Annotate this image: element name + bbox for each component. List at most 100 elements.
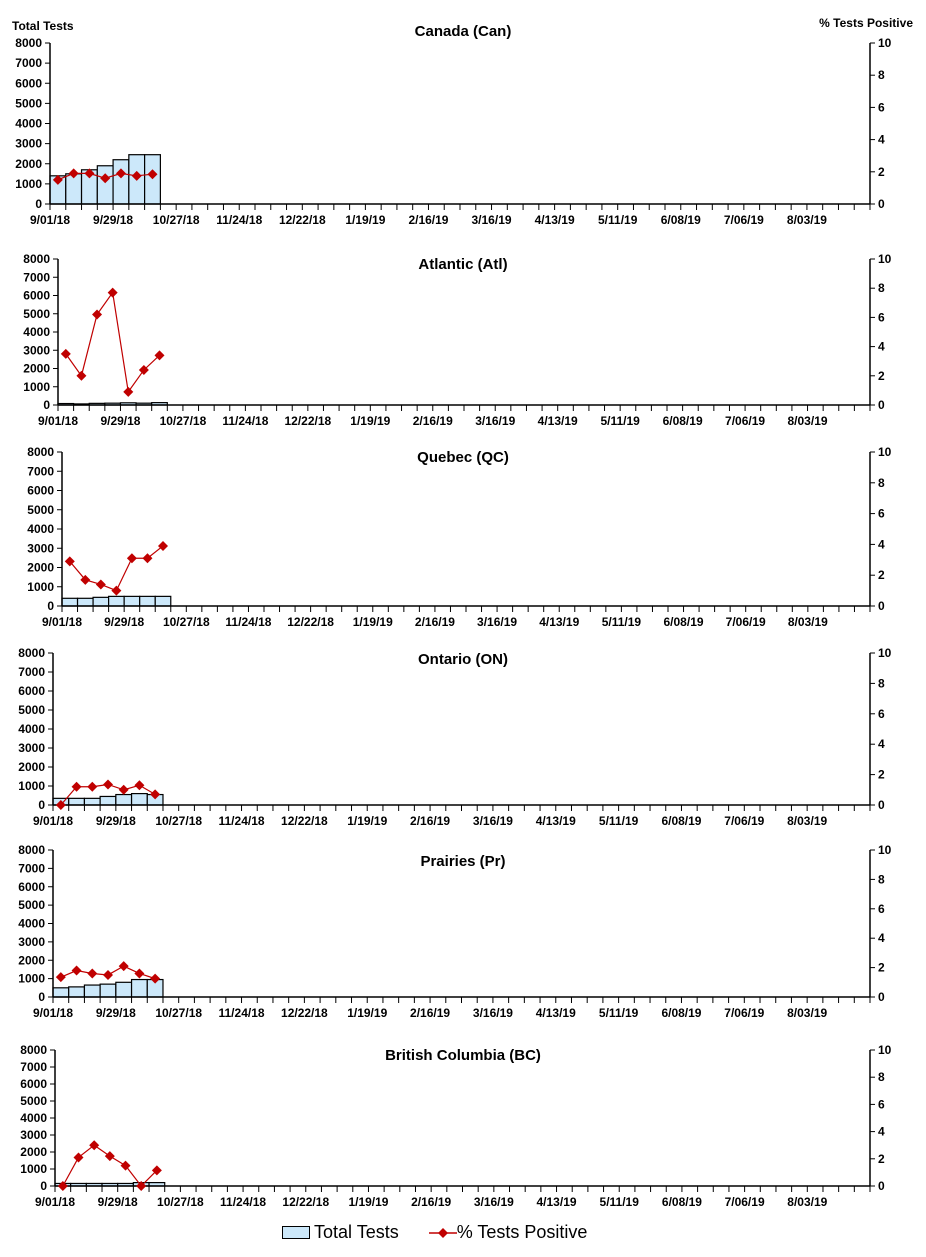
x-tick-label: 7/06/19 bbox=[724, 1006, 764, 1020]
legend-item-pct-positive: % Tests Positive bbox=[428, 1222, 587, 1243]
y-tick-label: 5000 bbox=[27, 503, 54, 517]
y-tick-label: 0 bbox=[38, 990, 45, 1004]
y2-tick-label: 4 bbox=[878, 133, 885, 147]
y2-tick-label: 8 bbox=[878, 281, 885, 295]
marker-pct-positive bbox=[73, 1152, 84, 1163]
x-tick-label: 3/16/19 bbox=[477, 615, 517, 629]
marker-pct-positive bbox=[104, 1151, 115, 1162]
y-tick-label: 7000 bbox=[18, 665, 45, 679]
marker-pct-positive bbox=[52, 174, 63, 185]
y-tick-label: 5000 bbox=[18, 898, 45, 912]
bar-total-tests bbox=[130, 978, 148, 998]
marker-pct-positive bbox=[102, 969, 113, 980]
marker-pct-positive bbox=[142, 553, 153, 564]
y-tick-label: 8000 bbox=[23, 252, 50, 266]
panel-3: Ontario (ON) 0 1000 2000 3000 4000 5000 6000 700… bbox=[18, 646, 891, 828]
x-tick-label: 9/01/18 bbox=[33, 1006, 73, 1020]
bar-total-tests bbox=[108, 595, 125, 607]
bar-total-tests bbox=[123, 595, 141, 607]
x-tick-label: 7/06/19 bbox=[725, 1195, 765, 1209]
x-tick-label: 10/27/18 bbox=[157, 1195, 204, 1209]
y-tick-label: 4000 bbox=[23, 325, 50, 339]
x-tick-label: 1/19/19 bbox=[350, 414, 390, 428]
y-tick-label: 1000 bbox=[20, 1162, 47, 1176]
x-tick-label: 11/24/18 bbox=[222, 414, 268, 428]
panel-4: Prairies (Pr) 0 1000 2000 3000 4000 5000 6000 70… bbox=[18, 843, 891, 1020]
y-tick-label: 2000 bbox=[15, 157, 42, 171]
y-tick-label: 6000 bbox=[27, 484, 54, 498]
marker-pct-positive bbox=[120, 1160, 131, 1171]
y2-tick-label: 0 bbox=[878, 599, 885, 613]
marker-pct-positive bbox=[151, 1165, 162, 1176]
y2-tick-label: 6 bbox=[878, 1097, 885, 1111]
x-tick-label: 1/19/19 bbox=[347, 814, 387, 828]
bar-total-tests bbox=[92, 596, 110, 607]
bar-total-tests bbox=[68, 797, 86, 806]
y2-tick-label: 0 bbox=[878, 197, 885, 211]
y2-tick-label: 6 bbox=[878, 100, 885, 114]
legend-item-total-tests: Total Tests bbox=[282, 1222, 399, 1243]
y2-tick-label: 0 bbox=[878, 798, 885, 812]
y-axis-label: Total Tests bbox=[12, 19, 74, 33]
bar-total-tests bbox=[83, 984, 101, 998]
marker-pct-positive bbox=[126, 553, 137, 564]
panel-0: Canada (Can) Total Tests % Tests Positive 0… bbox=[12, 16, 913, 227]
marker-pct-positive bbox=[111, 585, 122, 596]
x-tick-label: 11/24/18 bbox=[219, 1006, 265, 1020]
x-tick-label: 2/16/19 bbox=[411, 1195, 451, 1209]
y-tick-label: 6000 bbox=[18, 684, 45, 698]
marker-pct-positive bbox=[87, 781, 98, 792]
bar-total-tests bbox=[76, 597, 94, 607]
y2-tick-label: 8 bbox=[878, 68, 885, 82]
x-tick-label: 7/06/19 bbox=[724, 814, 764, 828]
bar-total-tests bbox=[130, 792, 148, 806]
y-tick-label: 3000 bbox=[20, 1128, 47, 1142]
x-tick-label: 4/13/19 bbox=[538, 414, 578, 428]
y-tick-label: 1000 bbox=[18, 779, 45, 793]
x-tick-label: 11/24/18 bbox=[219, 814, 265, 828]
y2-tick-label: 4 bbox=[878, 1125, 885, 1139]
y-tick-label: 3000 bbox=[18, 935, 45, 949]
bar-total-tests bbox=[144, 154, 161, 205]
x-tick-label: 9/01/18 bbox=[42, 615, 82, 629]
bar-total-tests bbox=[115, 793, 133, 806]
marker-pct-positive bbox=[71, 781, 82, 792]
y-tick-label: 8000 bbox=[18, 843, 45, 857]
line-pct-positive bbox=[69, 545, 164, 592]
x-tick-label: 12/22/18 bbox=[281, 1006, 328, 1020]
y-tick-label: 2000 bbox=[20, 1145, 47, 1159]
y-tick-label: 8000 bbox=[18, 646, 45, 660]
panel-title: Atlantic (Atl) bbox=[418, 256, 507, 273]
y2-tick-label: 0 bbox=[878, 1179, 885, 1193]
y-tick-label: 1000 bbox=[23, 380, 50, 394]
x-tick-label: 5/11/19 bbox=[599, 1006, 639, 1020]
marker-pct-positive bbox=[55, 800, 66, 810]
marker-pct-positive bbox=[115, 168, 126, 179]
x-tick-label: 9/01/18 bbox=[33, 814, 73, 828]
y2-tick-label: 8 bbox=[878, 676, 885, 690]
bar-total-tests bbox=[52, 987, 70, 998]
marker-pct-positive bbox=[136, 1181, 147, 1191]
x-tick-label: 1/19/19 bbox=[348, 1195, 388, 1209]
legend-bar-swatch bbox=[282, 1226, 310, 1239]
x-tick-label: 4/13/19 bbox=[537, 1195, 577, 1209]
x-tick-label: 10/27/18 bbox=[155, 814, 202, 828]
bar-total-tests bbox=[68, 986, 86, 998]
y-tick-label: 2000 bbox=[18, 760, 45, 774]
bar-total-tests bbox=[112, 159, 130, 205]
y2-tick-label: 6 bbox=[878, 507, 885, 521]
y2-tick-label: 4 bbox=[878, 340, 885, 354]
x-tick-label: 6/08/19 bbox=[662, 1195, 702, 1209]
x-tick-label: 10/27/18 bbox=[155, 1006, 202, 1020]
x-tick-label: 12/22/18 bbox=[282, 1195, 329, 1209]
y2-tick-label: 2 bbox=[878, 961, 885, 975]
x-tick-label: 12/22/18 bbox=[287, 615, 334, 629]
x-tick-label: 9/01/18 bbox=[30, 213, 70, 227]
marker-pct-positive bbox=[131, 170, 142, 181]
x-tick-label: 8/03/19 bbox=[787, 814, 827, 828]
y-tick-label: 4000 bbox=[18, 722, 45, 736]
marker-pct-positive bbox=[107, 287, 118, 298]
y-tick-label: 2000 bbox=[23, 362, 50, 376]
y2-tick-label: 4 bbox=[878, 737, 885, 751]
y-tick-label: 7000 bbox=[15, 56, 42, 70]
